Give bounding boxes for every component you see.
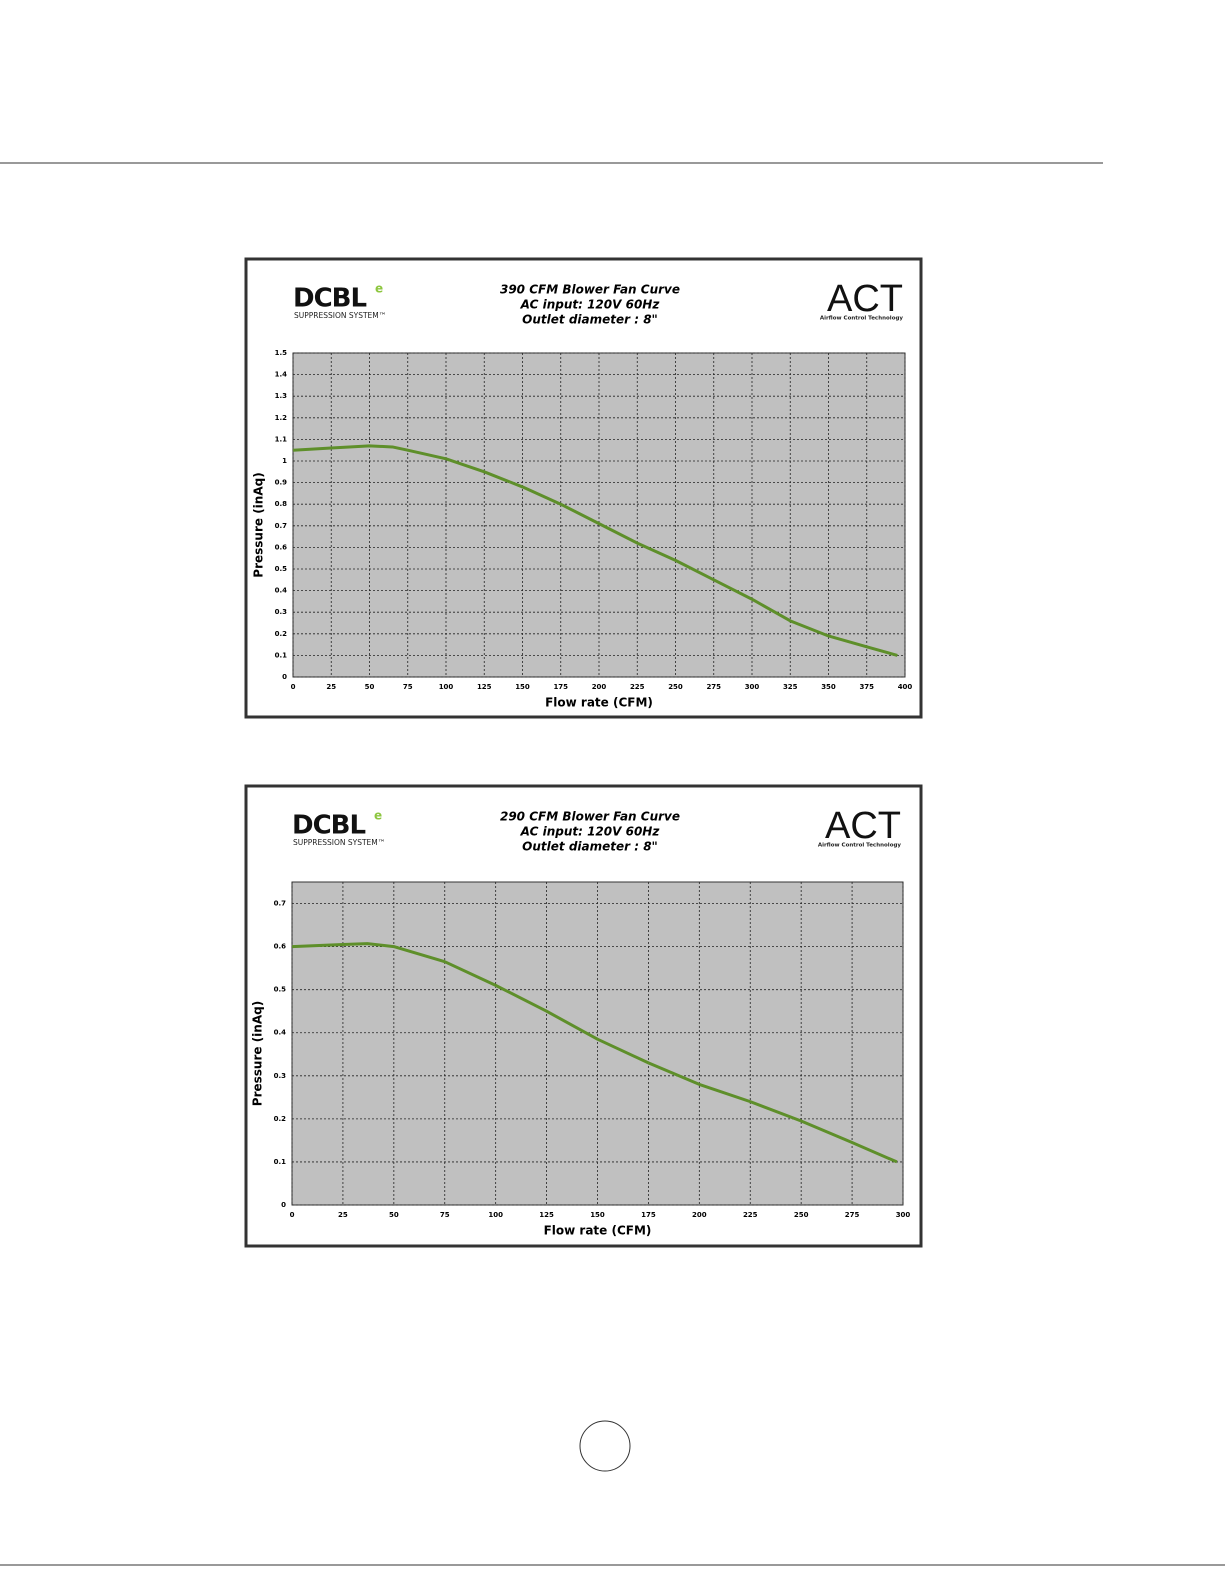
- logo-mark: e: [374, 809, 382, 823]
- chart-subtitle: Outlet diameter : 8": [522, 313, 658, 327]
- x-tick-label: 0: [290, 1211, 295, 1219]
- x-tick-label: 250: [794, 1211, 809, 1219]
- y-tick-label: 1.5: [275, 349, 288, 357]
- chart-title: 390 CFM Blower Fan Curve: [500, 283, 680, 297]
- x-tick-label: 275: [706, 683, 721, 691]
- x-axis-label: Flow rate (CFM): [544, 1224, 652, 1238]
- y-tick-label: 1.2: [275, 414, 288, 422]
- x-tick-label: 250: [668, 683, 683, 691]
- logo-name: ACT: [825, 805, 901, 847]
- y-tick-label: 1.1: [275, 435, 288, 443]
- logo-tagline: SUPPRESSION SYSTEM™: [293, 838, 385, 847]
- x-tick-label: 25: [338, 1211, 348, 1219]
- y-tick-label: 1.4: [275, 371, 288, 379]
- y-axis-label: Pressure (inAq): [252, 472, 266, 577]
- x-tick-label: 325: [783, 683, 798, 691]
- page-number-circle: [579, 1420, 631, 1472]
- chart-title: 290 CFM Blower Fan Curve: [500, 810, 680, 824]
- logo-mark: e: [375, 282, 383, 296]
- x-tick-label: 350: [821, 683, 836, 691]
- chart-subtitle: AC input: 120V 60Hz: [520, 298, 661, 312]
- x-tick-label: 0: [291, 683, 296, 691]
- x-tick-label: 125: [477, 683, 492, 691]
- x-tick-label: 50: [389, 1211, 399, 1219]
- y-tick-label: 0.7: [275, 522, 288, 530]
- x-tick-label: 150: [515, 683, 530, 691]
- y-tick-label: 0.6: [274, 943, 287, 951]
- logo-tagline: SUPPRESSION SYSTEM™: [294, 311, 386, 320]
- x-tick-label: 200: [592, 683, 607, 691]
- y-tick-label: 0.2: [275, 630, 288, 638]
- y-tick-label: 0.4: [275, 587, 288, 595]
- x-tick-label: 225: [630, 683, 645, 691]
- x-tick-label: 25: [326, 683, 336, 691]
- y-tick-label: 0.5: [275, 565, 288, 573]
- y-tick-label: 0.3: [274, 1072, 287, 1080]
- y-tick-label: 0.3: [275, 608, 288, 616]
- y-axis-label: Pressure (inAq): [251, 1001, 265, 1106]
- logo-tagline: Airflow Control Technology: [820, 316, 904, 322]
- x-tick-label: 175: [641, 1211, 656, 1219]
- x-axis-label: Flow rate (CFM): [545, 696, 653, 710]
- logo-name: DCBL: [292, 811, 365, 841]
- y-tick-label: 0.4: [274, 1029, 287, 1037]
- x-tick-label: 275: [845, 1211, 860, 1219]
- x-tick-label: 300: [745, 683, 760, 691]
- chart-subtitle: AC input: 120V 60Hz: [520, 825, 661, 839]
- x-tick-label: 150: [590, 1211, 605, 1219]
- logo-tagline: Airflow Control Technology: [818, 843, 902, 849]
- y-tick-label: 0.8: [275, 500, 288, 508]
- curve: [291, 942, 898, 1164]
- x-tick-label: 125: [539, 1211, 554, 1219]
- y-tick-label: 0.5: [274, 986, 287, 994]
- y-tick-label: 1.3: [275, 392, 288, 400]
- logo-name: ACT: [827, 278, 903, 320]
- x-tick-label: 75: [403, 683, 413, 691]
- y-tick-label: 0.1: [274, 1158, 287, 1166]
- curve: [292, 444, 898, 657]
- x-tick-label: 75: [440, 1211, 450, 1219]
- y-tick-label: 0.2: [274, 1115, 287, 1123]
- x-tick-label: 400: [898, 683, 913, 691]
- y-tick-label: 1: [282, 457, 287, 465]
- x-tick-label: 200: [692, 1211, 707, 1219]
- logo-name: DCBL: [293, 284, 366, 314]
- y-tick-label: 0: [281, 1201, 286, 1209]
- x-tick-label: 100: [488, 1211, 503, 1219]
- y-tick-label: 0: [282, 673, 287, 681]
- x-tick-label: 375: [859, 683, 874, 691]
- y-tick-label: 0.6: [275, 543, 288, 551]
- x-tick-label: 175: [553, 683, 568, 691]
- x-tick-label: 50: [365, 683, 375, 691]
- y-tick-label: 0.7: [274, 900, 287, 908]
- y-tick-label: 0.9: [275, 479, 288, 487]
- x-tick-label: 100: [439, 683, 454, 691]
- x-tick-label: 300: [896, 1211, 911, 1219]
- y-tick-label: 0.1: [275, 651, 288, 659]
- x-tick-label: 225: [743, 1211, 758, 1219]
- chart-subtitle: Outlet diameter : 8": [522, 840, 658, 854]
